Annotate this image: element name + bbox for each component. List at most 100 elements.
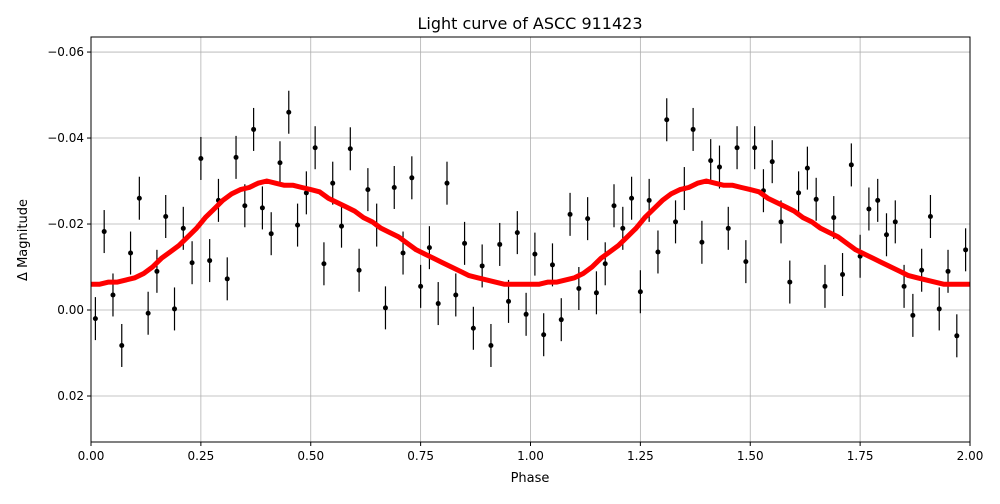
data-point [154, 268, 160, 274]
data-point [945, 268, 951, 274]
data-point [585, 216, 591, 222]
data-point [92, 316, 98, 322]
x-tick-label: 1.50 [737, 449, 764, 463]
data-point [523, 311, 529, 317]
data-point [382, 305, 388, 311]
data-point [699, 239, 705, 245]
data-point [321, 261, 327, 267]
data-point [567, 211, 573, 217]
data-point [172, 306, 178, 312]
data-point [303, 190, 309, 196]
data-point [813, 196, 819, 202]
data-point [708, 158, 714, 164]
x-tick-label: 1.25 [627, 449, 654, 463]
data-point [822, 283, 828, 289]
data-point [558, 317, 564, 323]
data-point [637, 289, 643, 295]
x-tick-label: 2.00 [957, 449, 984, 463]
data-point [804, 165, 810, 171]
data-point [506, 298, 512, 304]
data-point [145, 310, 151, 316]
data-point [954, 333, 960, 339]
x-tick-label: 0.50 [297, 449, 324, 463]
data-point [119, 342, 125, 348]
x-tick-label: 1.75 [847, 449, 874, 463]
data-point [655, 249, 661, 255]
data-point [673, 219, 679, 225]
data-point [532, 251, 538, 257]
data-point [593, 290, 599, 296]
data-point [163, 213, 169, 219]
data-point [268, 231, 274, 237]
data-point [207, 258, 213, 264]
data-point [743, 259, 749, 265]
data-point [295, 222, 301, 228]
data-point [365, 187, 371, 193]
data-point [356, 267, 362, 273]
chart-title: Light curve of ASCC 911423 [417, 14, 642, 33]
data-point [620, 225, 626, 231]
data-point [892, 219, 898, 225]
data-point [286, 109, 292, 115]
data-point [549, 262, 555, 268]
data-point [796, 190, 802, 196]
data-point [664, 117, 670, 123]
data-point [778, 219, 784, 225]
data-point [198, 155, 204, 161]
data-point [180, 225, 186, 231]
data-point [189, 260, 195, 266]
data-point [919, 267, 925, 273]
data-point [848, 162, 854, 168]
data-point [611, 203, 617, 209]
data-point [936, 306, 942, 312]
data-point [769, 159, 775, 165]
data-point [497, 241, 503, 247]
data-point [470, 325, 476, 331]
y-tick-label: 0.02 [57, 389, 84, 403]
data-point [391, 184, 397, 190]
data-point [725, 225, 731, 231]
data-point [629, 195, 635, 201]
x-tick-label: 0.00 [78, 449, 105, 463]
data-point [418, 283, 424, 289]
binned-curve-line [91, 178, 970, 287]
data-point [716, 164, 722, 170]
y-axis-label: Δ Magnitude [16, 199, 31, 281]
data-point [734, 145, 740, 151]
data-point [541, 332, 547, 338]
data-point [646, 197, 652, 203]
data-point [963, 247, 969, 253]
x-axis-label: Phase [511, 471, 550, 486]
data-point [339, 223, 345, 229]
data-point [277, 160, 283, 166]
data-point [602, 261, 608, 267]
y-tick-label: −0.02 [47, 217, 84, 231]
y-tick-label: −0.06 [47, 45, 84, 59]
data-point [224, 276, 230, 282]
data-point [901, 283, 907, 289]
data-point [831, 215, 837, 221]
data-point [690, 126, 696, 132]
data-point [101, 229, 107, 235]
data-point [488, 342, 494, 348]
x-tick-label: 0.25 [188, 449, 215, 463]
data-point [330, 180, 336, 186]
data-point [400, 250, 406, 256]
y-tick-label: 0.00 [57, 303, 84, 317]
data-point [233, 154, 239, 160]
data-point [875, 197, 881, 203]
data-point [840, 272, 846, 278]
data-point [462, 240, 468, 246]
y-tick-label: −0.04 [47, 131, 84, 145]
data-point [312, 145, 318, 151]
data-point [347, 146, 353, 152]
data-point [409, 175, 415, 181]
data-point [479, 263, 485, 269]
x-tick-label: 1.00 [517, 449, 544, 463]
data-point [426, 245, 432, 251]
data-point [444, 180, 450, 186]
binned-curve [91, 178, 970, 287]
data-point [576, 286, 582, 292]
x-axis-ticks: 0.00 0.25 0.50 0.75 1.00 1.25 1.50 1.75 2.00 [78, 442, 984, 463]
